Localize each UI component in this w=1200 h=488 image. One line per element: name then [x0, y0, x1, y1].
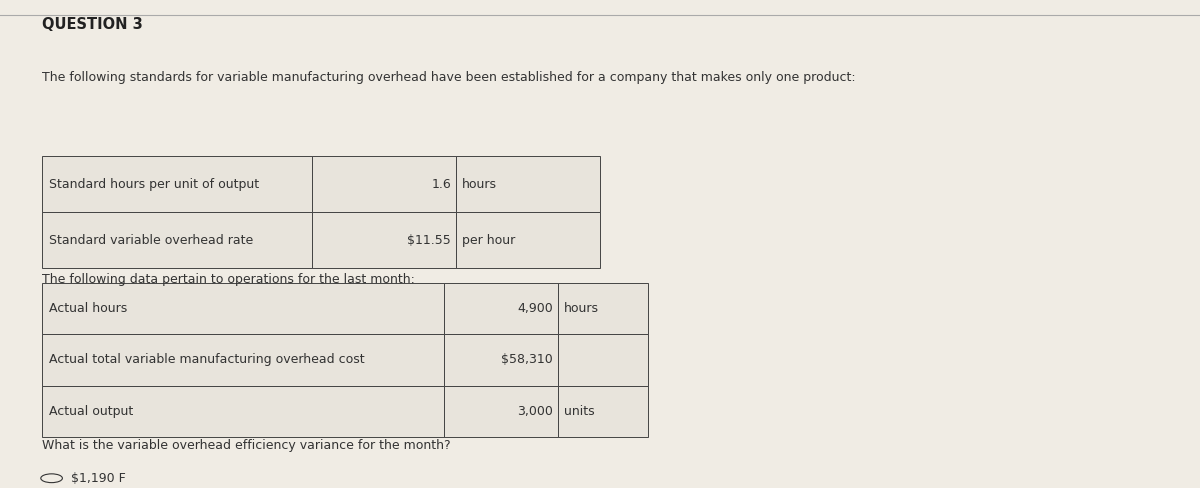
FancyBboxPatch shape — [456, 212, 600, 268]
Text: hours: hours — [462, 178, 497, 191]
FancyBboxPatch shape — [42, 334, 444, 386]
Text: QUESTION 3: QUESTION 3 — [42, 17, 143, 32]
Text: hours: hours — [564, 302, 599, 315]
FancyBboxPatch shape — [558, 283, 648, 334]
Text: $11.55: $11.55 — [408, 234, 451, 247]
Text: 1.6: 1.6 — [432, 178, 451, 191]
FancyBboxPatch shape — [444, 283, 558, 334]
FancyBboxPatch shape — [456, 156, 600, 212]
Text: $1,190 F: $1,190 F — [71, 472, 126, 485]
Text: Actual total variable manufacturing overhead cost: Actual total variable manufacturing over… — [49, 353, 365, 366]
Text: The following standards for variable manufacturing overhead have been establishe: The following standards for variable man… — [42, 71, 856, 84]
FancyBboxPatch shape — [42, 156, 312, 212]
FancyBboxPatch shape — [558, 386, 648, 437]
Text: Actual hours: Actual hours — [49, 302, 127, 315]
Text: units: units — [564, 405, 595, 418]
Text: 4,900: 4,900 — [517, 302, 553, 315]
FancyBboxPatch shape — [444, 334, 558, 386]
Text: The following data pertain to operations for the last month:: The following data pertain to operations… — [42, 273, 415, 286]
FancyBboxPatch shape — [312, 212, 456, 268]
FancyBboxPatch shape — [42, 386, 444, 437]
Text: Actual output: Actual output — [49, 405, 133, 418]
Text: What is the variable overhead efficiency variance for the month?: What is the variable overhead efficiency… — [42, 439, 451, 452]
Text: Standard hours per unit of output: Standard hours per unit of output — [49, 178, 259, 191]
FancyBboxPatch shape — [312, 156, 456, 212]
Text: 3,000: 3,000 — [517, 405, 553, 418]
Text: Standard variable overhead rate: Standard variable overhead rate — [49, 234, 253, 247]
FancyBboxPatch shape — [42, 283, 444, 334]
FancyBboxPatch shape — [42, 212, 312, 268]
FancyBboxPatch shape — [558, 334, 648, 386]
FancyBboxPatch shape — [444, 386, 558, 437]
Text: $58,310: $58,310 — [502, 353, 553, 366]
Text: per hour: per hour — [462, 234, 515, 247]
